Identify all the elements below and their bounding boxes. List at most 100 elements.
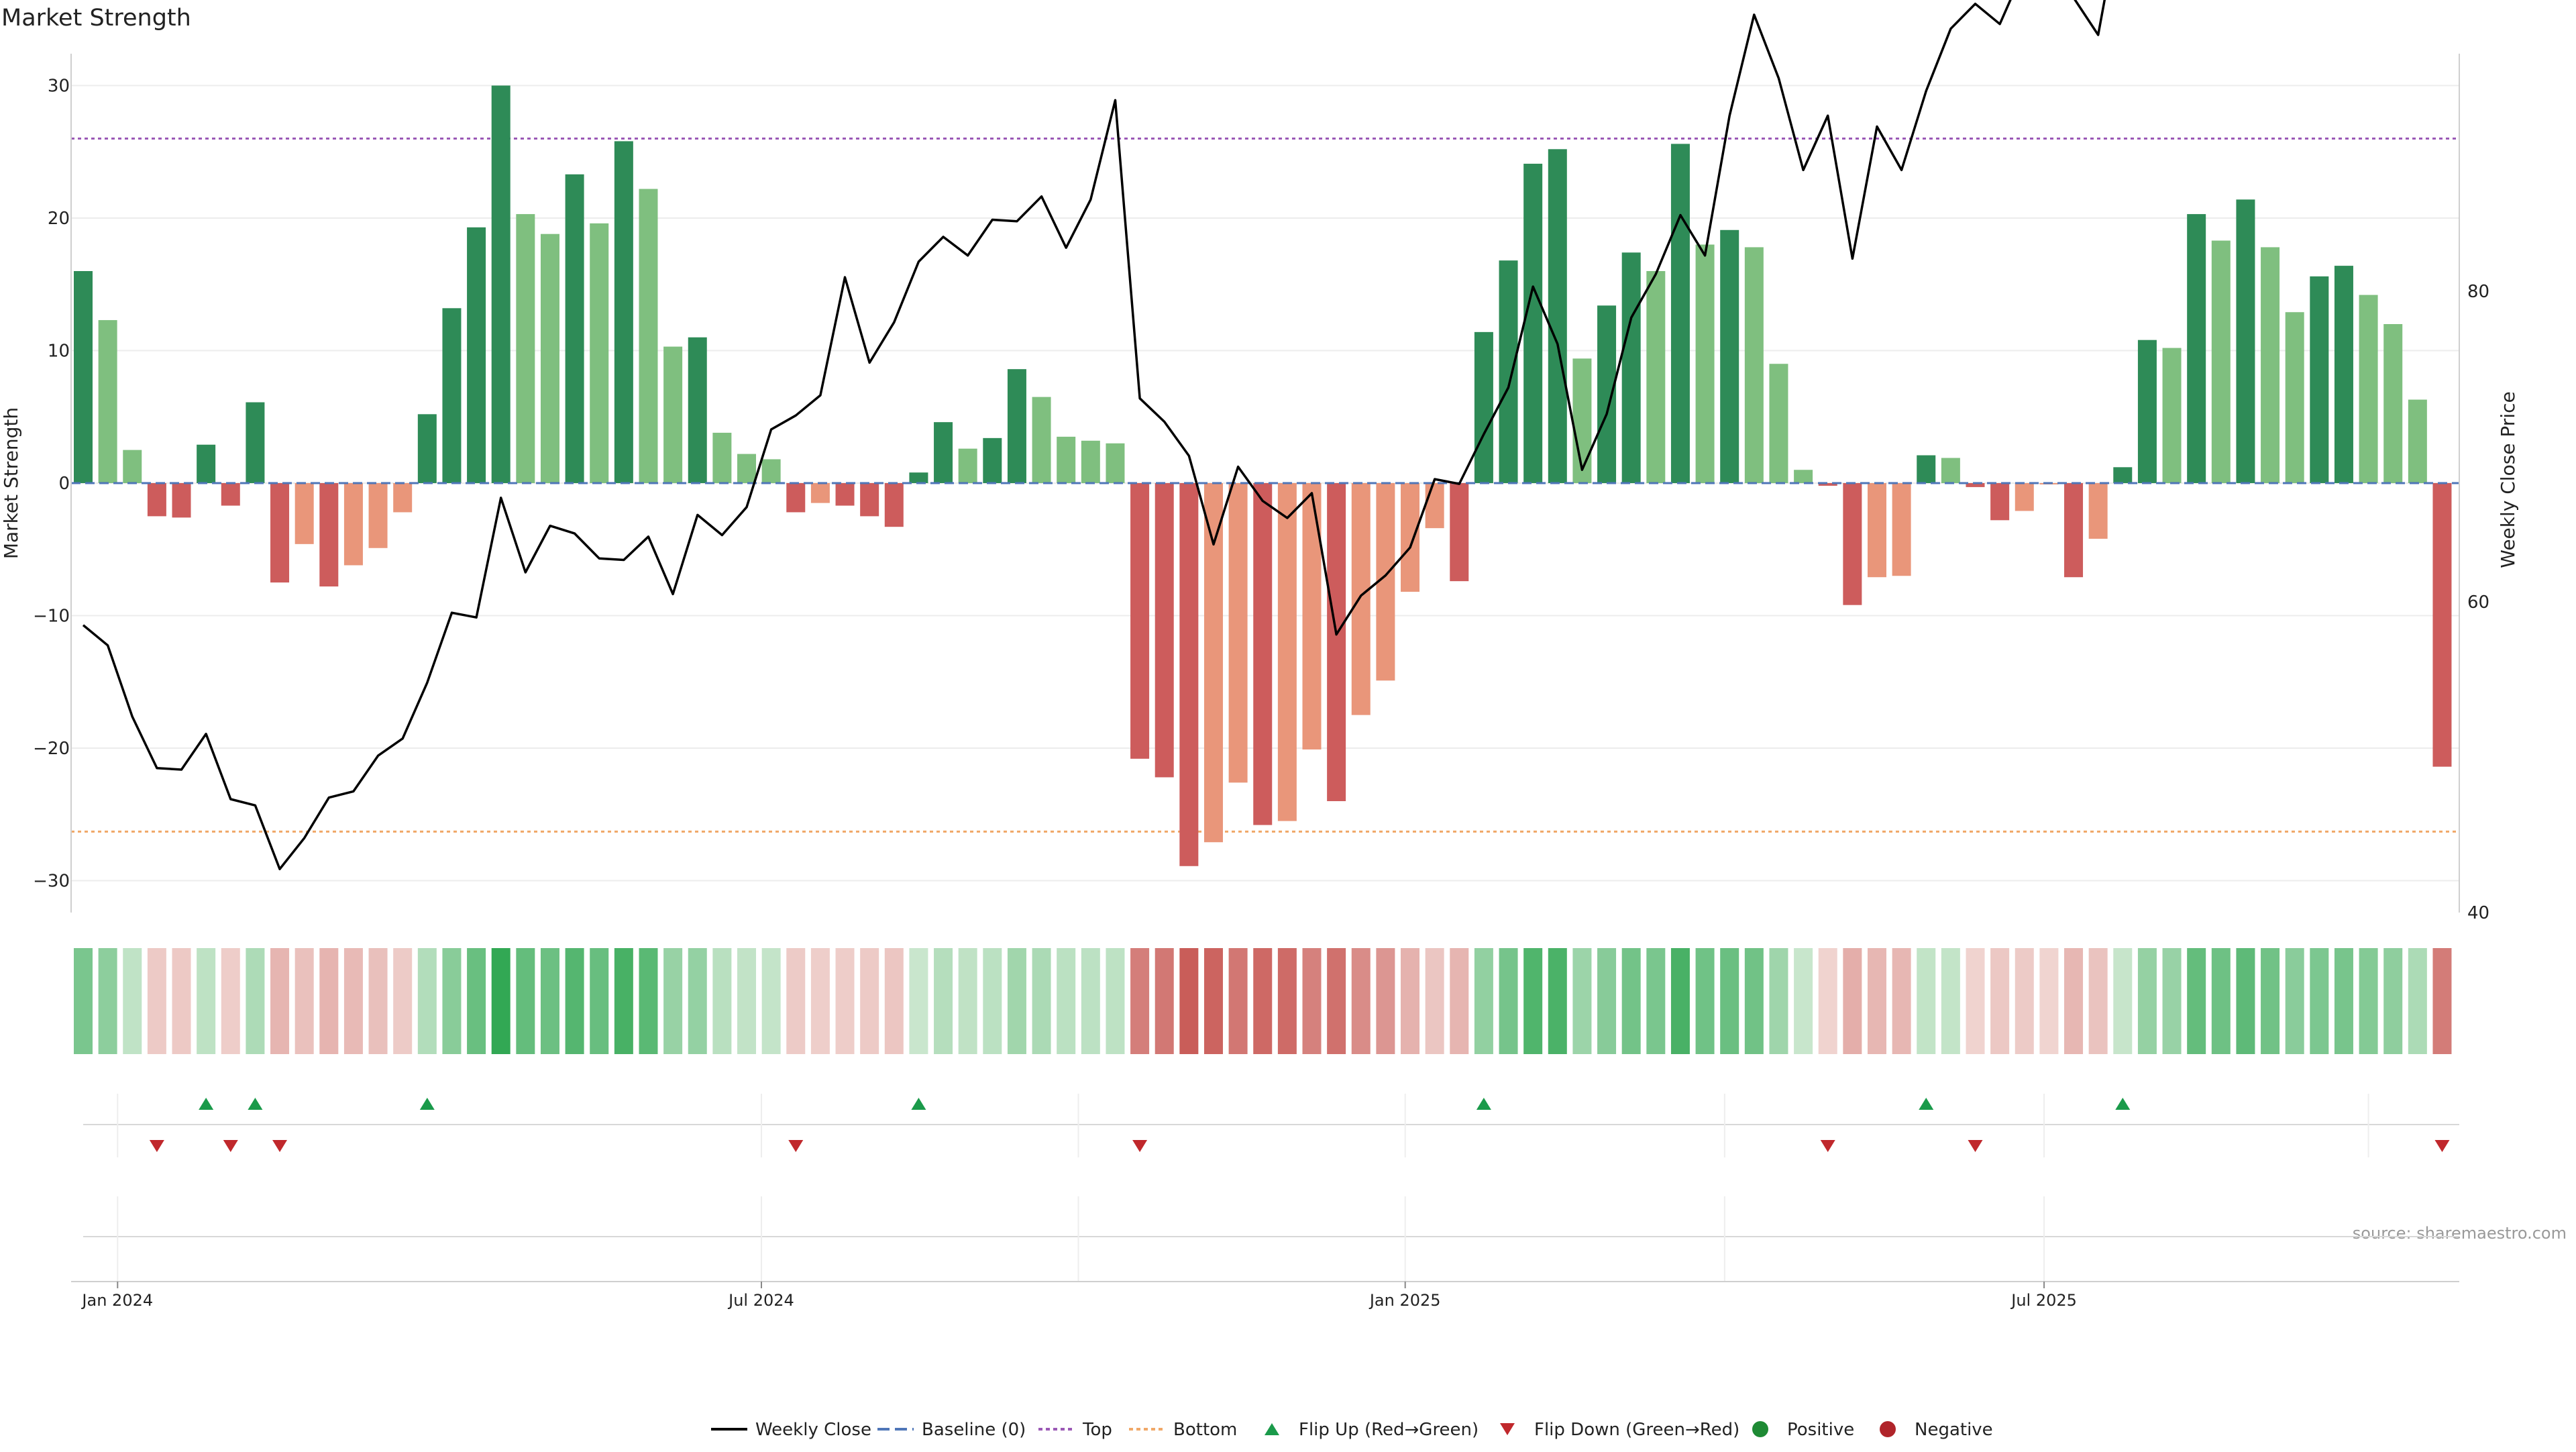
heat-cell-36 [958,948,977,1054]
legend-label-5: Flip Down (Green→Red) [1534,1420,1739,1440]
heat-cell-79 [2015,948,2034,1054]
heat-cell-6 [221,948,240,1054]
strength-bar-36 [958,448,977,483]
strength-bar-59 [1523,164,1543,483]
flip-up-marker-2 [419,1098,435,1110]
strength-bar-44 [1155,483,1174,778]
heat-cell-96 [2432,948,2452,1054]
y-tick-label-4: −10 [33,607,70,627]
legend-item-6: Positive [1752,1420,1854,1440]
heat-cell-25 [688,948,707,1054]
heat-cell-32 [860,948,879,1054]
strength-bar-31 [835,483,855,506]
heat-cell-67 [1720,948,1739,1054]
heat-cell-40 [1057,948,1076,1054]
strength-bar-35 [934,422,953,483]
legend-swatch-5 [1500,1423,1515,1435]
strength-bar-90 [2285,312,2304,483]
heat-cell-93 [2359,948,2378,1054]
heat-cell-65 [1670,948,1690,1054]
strength-bar-46 [1203,483,1223,843]
strength-bar-33 [884,483,904,527]
chart-title: Market Strength [1,5,191,32]
heat-cell-16 [467,948,486,1054]
strength-bar-25 [688,337,707,483]
heat-cell-31 [835,948,855,1054]
strength-bar-5 [197,444,216,483]
heat-cell-7 [246,948,265,1054]
heat-cell-55 [1425,948,1444,1054]
strength-bar-41 [1081,440,1100,483]
heat-cell-50 [1302,948,1322,1054]
heat-cell-61 [1572,948,1592,1054]
strength-bar-82 [2088,483,2108,539]
heat-cell-63 [1621,948,1641,1054]
heat-cell-69 [1769,948,1788,1054]
strength-bar-52 [1351,483,1371,715]
legend-label-2: Top [1082,1420,1112,1440]
heat-cell-24 [663,948,683,1054]
heat-cell-0 [74,948,93,1054]
strength-bar-74 [1892,483,1911,576]
heat-cell-90 [2285,948,2304,1054]
strength-bar-29 [786,483,806,513]
strength-bar-94 [2383,324,2403,483]
strength-bar-73 [1867,483,1886,578]
heat-cell-58 [1499,948,1518,1054]
strength-bar-56 [1450,483,1469,582]
strength-bar-62 [1597,305,1617,483]
heat-cell-34 [909,948,928,1054]
heat-cell-12 [368,948,388,1054]
legend-item-1: Baseline (0) [877,1420,1026,1440]
y-tick-label-5: −20 [33,739,70,759]
heat-cell-91 [2310,948,2329,1054]
heat-cell-85 [2162,948,2182,1054]
strength-bar-23 [639,189,658,483]
heat-cell-21 [590,948,609,1054]
heat-cell-43 [1130,948,1150,1054]
strength-bar-0 [74,271,93,483]
strength-bar-43 [1130,483,1150,759]
heat-cell-47 [1228,948,1248,1054]
heat-cell-86 [2187,948,2206,1054]
heat-cell-46 [1203,948,1223,1054]
strength-bar-66 [1695,244,1715,483]
heat-cell-44 [1155,948,1174,1054]
flip-up-marker-4 [1476,1098,1491,1110]
strength-bar-22 [614,141,633,483]
heat-cell-22 [614,948,633,1054]
heat-cell-4 [172,948,191,1054]
flip-down-marker-4 [1132,1140,1148,1152]
strength-bar-1 [98,320,117,483]
heat-cell-81 [2064,948,2084,1054]
strength-bar-67 [1720,229,1739,483]
heat-cell-68 [1744,948,1764,1054]
flip-markers [83,1094,2459,1157]
flip-up-marker-1 [248,1098,263,1110]
heat-cell-83 [2113,948,2133,1054]
strength-bar-8 [270,483,290,583]
strength-heat-strip [74,948,2452,1054]
strength-bar-2 [123,450,142,483]
heat-cell-37 [983,948,1002,1054]
strength-bar-40 [1057,436,1076,483]
heat-cell-66 [1695,948,1715,1054]
heat-cell-54 [1401,948,1420,1054]
strength-bar-91 [2310,276,2329,483]
strength-bar-32 [860,483,879,517]
strength-bar-11 [343,483,363,566]
strength-bar-81 [2064,483,2084,578]
strength-bar-19 [540,234,559,483]
strength-bar-92 [2334,266,2353,483]
strength-bar-78 [1990,483,2010,521]
strength-bar-34 [909,472,928,483]
strength-bar-16 [467,227,486,483]
strength-bar-13 [393,483,413,513]
heat-cell-80 [2039,948,2059,1054]
heat-cell-94 [2383,948,2403,1054]
strength-bar-96 [2432,483,2452,767]
strength-bar-24 [663,346,683,483]
strength-bar-60 [1548,149,1567,484]
